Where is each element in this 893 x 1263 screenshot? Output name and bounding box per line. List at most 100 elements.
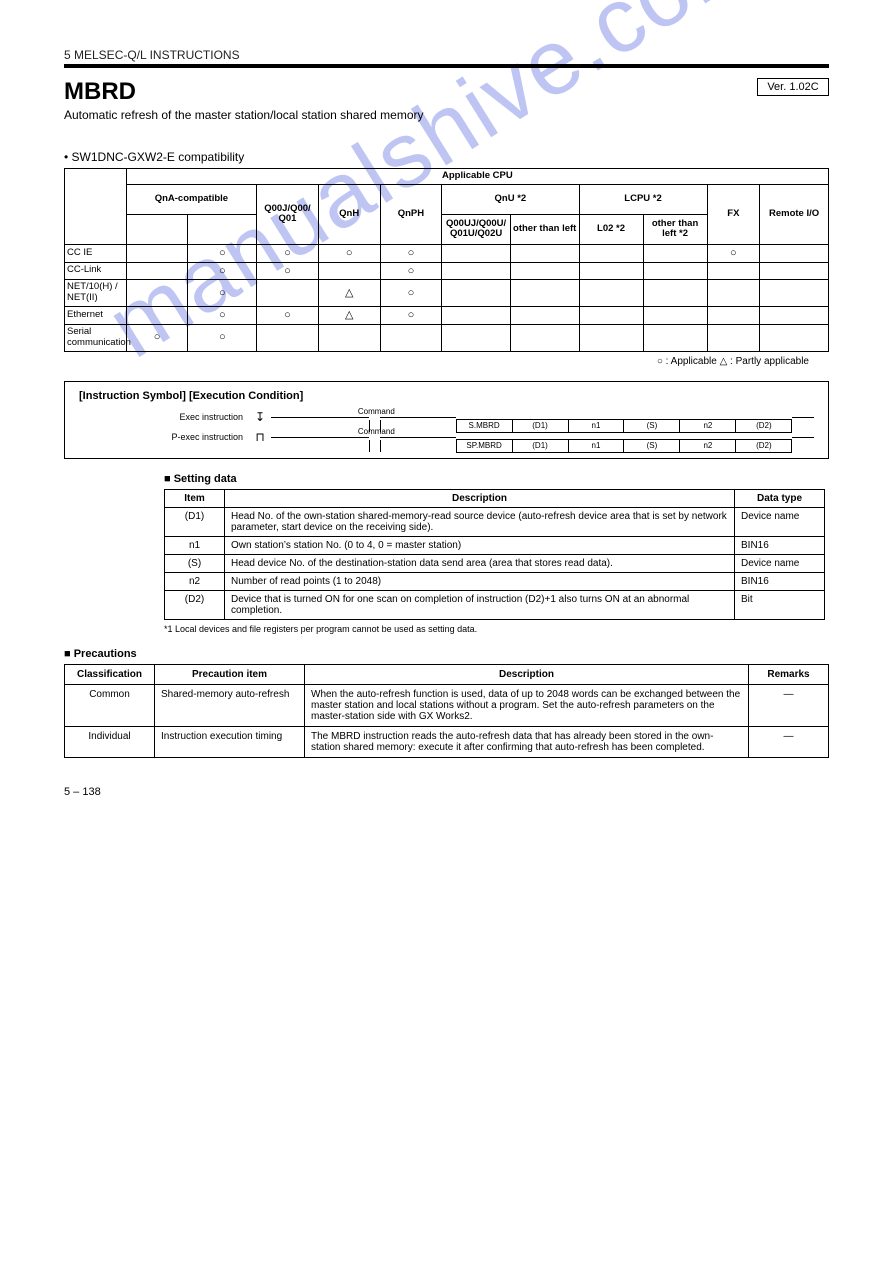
prec-cell: Individual [65, 726, 155, 757]
prec-cell: — [749, 726, 829, 757]
ladder-line: Exec instruction↧S.MBRD(D1)n1(S)n2(D2)Co… [79, 408, 814, 426]
prec-cell: Instruction execution timing [155, 726, 305, 757]
compat-cell [126, 244, 188, 262]
version-box: Ver. 1.02C [757, 78, 829, 96]
compat-row-label: Serial communication [65, 324, 127, 351]
compat-cell [442, 324, 511, 351]
prec-cell: — [749, 684, 829, 726]
compat-cell [579, 307, 643, 325]
setting-col: Description [225, 489, 735, 507]
compat-cell: ○ [380, 307, 442, 325]
th-qnph: QnPH [380, 184, 442, 244]
compat-cell: △ [318, 280, 380, 307]
rule [64, 64, 829, 68]
setting-cell: (D1) [165, 507, 225, 536]
compat-cell [760, 307, 829, 325]
compat-row-label: CC IE [65, 244, 127, 262]
setting-cell: n1 [165, 536, 225, 554]
exec-glyph-icon: ⊓ [249, 430, 271, 444]
compat-cell [707, 262, 760, 280]
compat-cell: ○ [318, 244, 380, 262]
compat-cell [579, 262, 643, 280]
setting-cell: Head device No. of the destination-stati… [225, 554, 735, 572]
setting-title: ■ Setting data [164, 473, 825, 485]
compat-cell [510, 280, 579, 307]
setting-cell: n2 [165, 572, 225, 590]
setting-table: ItemDescriptionData type (D1)Head No. of… [164, 489, 825, 620]
setting-col: Data type [735, 489, 825, 507]
compat-cell [510, 244, 579, 262]
ladder-label: P-exec instruction [79, 432, 249, 442]
prec-col: Classification [65, 664, 155, 684]
setting-cell: Device name [735, 554, 825, 572]
compat-cell [760, 244, 829, 262]
exec-glyph-icon: ↧ [249, 410, 271, 424]
compat-cell: ○ [380, 244, 442, 262]
compat-row-label: Ethernet [65, 307, 127, 325]
page-subtitle: Automatic refresh of the master station/… [64, 108, 424, 122]
prec-col: Remarks [749, 664, 829, 684]
setting-cell: (D2) [165, 590, 225, 619]
th-lcpu-b: other than left *2 [643, 214, 707, 244]
compat-cell [643, 307, 707, 325]
prec-title: ■ Precautions [64, 648, 829, 660]
compat-cell [442, 280, 511, 307]
prec-col: Precaution item [155, 664, 305, 684]
compat-cell [257, 324, 319, 351]
compat-cell [643, 324, 707, 351]
th-blank [65, 169, 127, 245]
compat-cell: ○ [380, 280, 442, 307]
th-group: Applicable CPU [126, 169, 828, 185]
compat-cell: △ [318, 307, 380, 325]
compat-cell [257, 280, 319, 307]
compat-intro: • SW1DNC-GXW2-E compatibility [64, 150, 829, 164]
compat-cell: ○ [188, 307, 257, 325]
setting-cell: Own station’s station No. (0 to 4, 0 = m… [225, 536, 735, 554]
compat-row-label: NET/10(H) / NET(II) [65, 280, 127, 307]
compat-cell [510, 324, 579, 351]
page-number: 5 – 138 [64, 786, 829, 798]
th-lcpu-a: L02 *2 [579, 214, 643, 244]
setting-cell: (S) [165, 554, 225, 572]
setting-cell: BIN16 [735, 572, 825, 590]
setting-col: Item [165, 489, 225, 507]
compat-cell [643, 280, 707, 307]
compat-cell [442, 244, 511, 262]
setting-note: *1 Local devices and file registers per … [164, 624, 825, 634]
setting-cell: Device name [735, 507, 825, 536]
compat-cell [579, 280, 643, 307]
setting-cell: Device that is turned ON for one scan on… [225, 590, 735, 619]
compat-cell: ○ [707, 244, 760, 262]
compat-cell: ○ [257, 244, 319, 262]
setting-cell: Bit [735, 590, 825, 619]
compat-cell [380, 324, 442, 351]
compat-cell [643, 244, 707, 262]
compat-cell [579, 324, 643, 351]
compat-cell: ○ [257, 307, 319, 325]
compat-cell [579, 244, 643, 262]
compat-cell [760, 262, 829, 280]
th-qna-b [188, 214, 257, 244]
compat-cell [707, 307, 760, 325]
setting-cell: BIN16 [735, 536, 825, 554]
compat-cell: ○ [126, 324, 188, 351]
compat-cell: ○ [188, 244, 257, 262]
th-qnu: QnU *2 [442, 184, 579, 214]
th-qnh: QnH [318, 184, 380, 244]
page-title: MBRD [64, 78, 424, 106]
compat-row-label: CC-Link [65, 262, 127, 280]
setting-cell: Head No. of the own-station shared-memor… [225, 507, 735, 536]
compat-cell [318, 324, 380, 351]
th-qna-a [126, 214, 188, 244]
compat-cell [707, 280, 760, 307]
th-lcpu: LCPU *2 [579, 184, 707, 214]
ladder-label: Exec instruction [79, 412, 249, 422]
compat-cell: ○ [257, 262, 319, 280]
compat-cell [442, 307, 511, 325]
compat-cell [510, 307, 579, 325]
prec-cell: The MBRD instruction reads the auto-refr… [305, 726, 749, 757]
page: 5 MELSEC-Q/L INSTRUCTIONS MBRD Automatic… [0, 0, 893, 858]
prec-cell: When the auto-refresh function is used, … [305, 684, 749, 726]
th-rio: Remote I/O [760, 184, 829, 244]
prec-col: Description [305, 664, 749, 684]
